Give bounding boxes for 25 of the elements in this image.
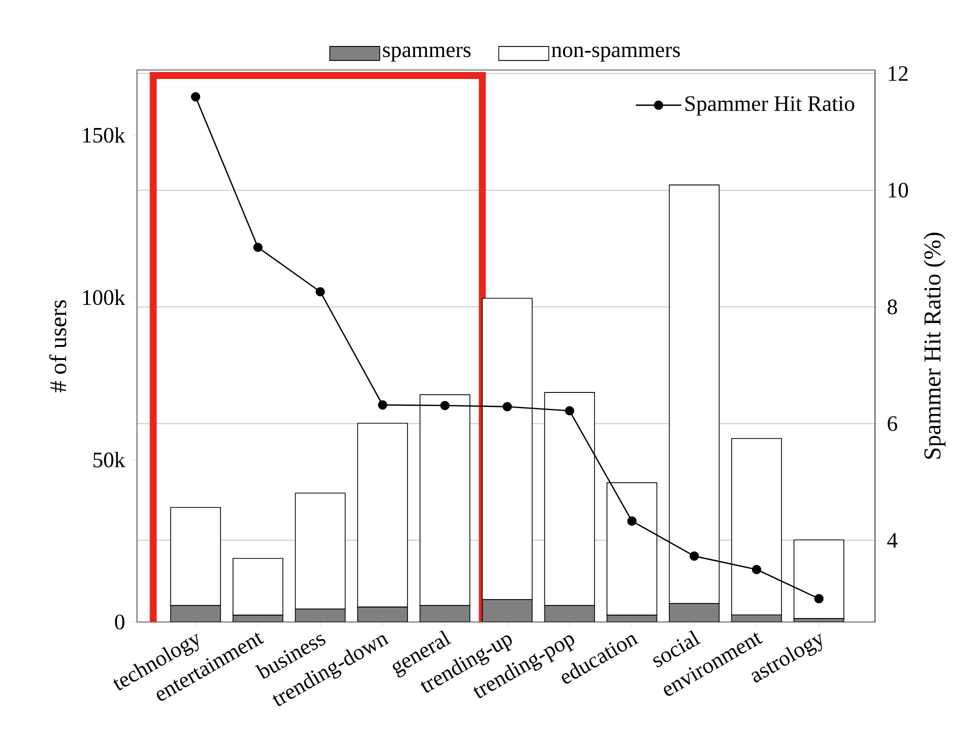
- y-tick-label: 150k: [83, 127, 126, 143]
- y2-axis-title: Spammer Hit Ratio (%): [924, 232, 946, 459]
- y2-tick-label: 10: [888, 182, 908, 198]
- y-tick-label: 0: [115, 614, 124, 630]
- legend-label: non-spammers: [552, 46, 680, 62]
- y2-tick-label: 8: [888, 299, 897, 314]
- y-tick-label: 50k: [93, 452, 126, 468]
- point: [502, 402, 512, 412]
- point: [564, 406, 574, 416]
- y2-tick-label: 12: [888, 66, 908, 81]
- y2-tick-label: 6: [888, 416, 898, 431]
- point: [378, 400, 388, 410]
- y2-tick-label: 4: [887, 533, 898, 548]
- y-axis-title: # of users: [49, 300, 66, 392]
- point: [627, 516, 637, 526]
- legend-label: Spammer Hit Ratio: [685, 96, 854, 116]
- legend-label: spammers: [383, 46, 471, 62]
- y-tick-label: 100k: [83, 290, 126, 306]
- point: [690, 551, 699, 561]
- point: [190, 92, 200, 102]
- point: [814, 594, 824, 604]
- point: [752, 564, 762, 574]
- point: [253, 242, 263, 252]
- point: [316, 287, 325, 296]
- point: [440, 400, 450, 410]
